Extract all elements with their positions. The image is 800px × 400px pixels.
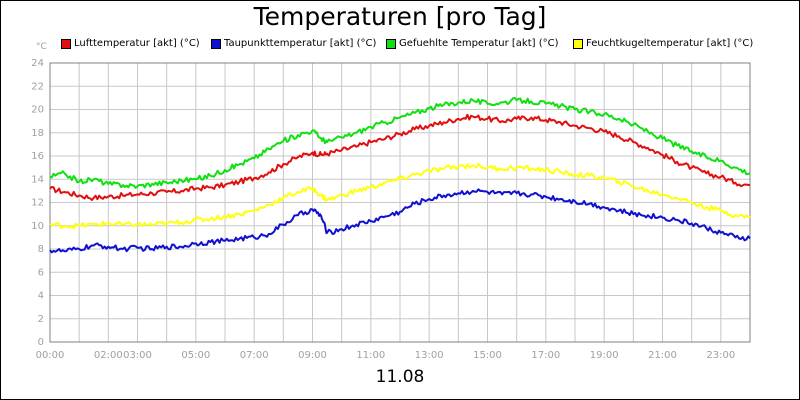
- y-tick-label: 2: [38, 314, 44, 325]
- chart-title: Temperaturen [pro Tag]: [253, 2, 547, 31]
- x-tick-label: 00:00: [36, 350, 65, 361]
- y-tick-label: 12: [31, 198, 44, 209]
- x-tick-label: 07:00: [240, 350, 269, 361]
- y-tick-label: 20: [31, 105, 44, 116]
- legend-swatch-taupunkttemperatur: [211, 39, 221, 49]
- x-tick-label: 17:00: [531, 350, 560, 361]
- legend-label-taupunkttemperatur: Taupunkttemperatur [akt] (°C): [224, 38, 377, 49]
- x-tick-label: 09:00: [298, 350, 327, 361]
- legend-swatch-lufttemperatur: [61, 39, 71, 49]
- x-tick-label: 11:00: [356, 350, 385, 361]
- legend-label-lufttemperatur: Lufttemperatur [akt] (°C): [74, 38, 200, 49]
- x-tick-label: 03:00: [123, 350, 152, 361]
- date-label: 11.08: [375, 367, 425, 387]
- y-tick-label: 0: [38, 337, 44, 348]
- x-tick-label: 23:00: [706, 350, 735, 361]
- chart-legend: Lufttemperatur [akt] (°C) Taupunkttemper…: [0, 38, 800, 52]
- y-tick-label: 6: [38, 267, 44, 278]
- legend-label-feuchtkugeltemperatur: Feuchtkugeltemperatur [akt] (°C): [586, 38, 754, 49]
- y-tick-label: 18: [31, 128, 44, 139]
- x-tick-label: 15:00: [473, 350, 502, 361]
- x-tick-label: 05:00: [181, 350, 210, 361]
- legend-label-gefuehlte-temperatur: Gefuehlte Temperatur [akt] (°C): [399, 38, 559, 49]
- series-line-0: [49, 113, 751, 201]
- y-tick-label: 16: [31, 151, 44, 162]
- y-axis-unit: °C: [36, 42, 47, 52]
- x-tick-label: 02:00: [94, 350, 123, 361]
- series-line-2: [49, 97, 751, 189]
- y-tick-label: 4: [38, 291, 44, 302]
- x-tick-label: 13:00: [415, 350, 444, 361]
- x-tick-label: 21:00: [648, 350, 677, 361]
- y-tick-label: 22: [31, 81, 44, 92]
- series-line-3: [49, 162, 751, 230]
- plot-border: [49, 62, 751, 343]
- legend-swatch-gefuehlte-temperatur: [386, 39, 396, 49]
- y-tick-label: 24: [31, 58, 44, 69]
- y-tick-label: 8: [38, 244, 44, 255]
- series-line-1: [49, 188, 751, 254]
- y-tick-label: 14: [31, 174, 44, 185]
- x-tick-label: 19:00: [590, 350, 619, 361]
- legend-swatch-feuchtkugeltemperatur: [573, 39, 583, 49]
- y-tick-label: 10: [31, 221, 44, 232]
